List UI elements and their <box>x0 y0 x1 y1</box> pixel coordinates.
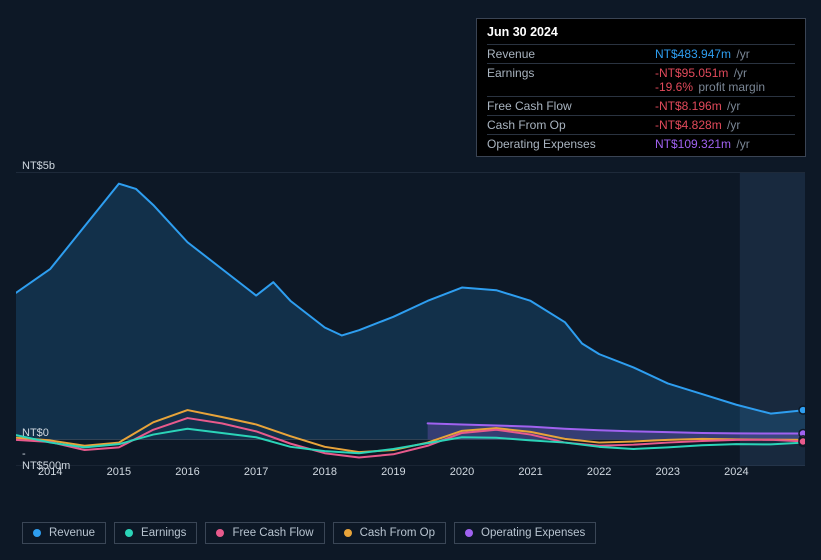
x-axis-tick: 2015 <box>107 466 131 478</box>
tooltip-row-value: NT$483.947m <box>655 47 731 61</box>
financials-chart: NT$5bNT$0-NT$500m 2014201520162017201820… <box>16 156 805 506</box>
x-axis-tick: 2018 <box>312 466 336 478</box>
tooltip-row-suffix: /yr <box>724 118 741 132</box>
tooltip-row: Revenue NT$483.947m /yr <box>487 44 795 63</box>
x-axis-tick: 2022 <box>587 466 611 478</box>
legend-item-label: Free Cash Flow <box>232 527 313 539</box>
x-axis-labels: 2014 2015 2016 2017 2018 2019 2020 2021 2022 2023… <box>16 466 805 488</box>
legend-item-cash_from_op[interactable]: Cash From Op <box>333 522 446 544</box>
x-axis-tick: 2020 <box>450 466 474 478</box>
tooltip-row-value: -NT$95.051m <box>655 66 728 80</box>
legend-item-operating_expenses[interactable]: Operating Expenses <box>454 522 596 544</box>
x-axis-tick: 2016 <box>175 466 199 478</box>
tooltip-row-label: Operating Expenses <box>487 137 596 151</box>
tooltip-row-value: -NT$4.828m <box>655 118 722 132</box>
legend-item-revenue[interactable]: Revenue <box>22 522 106 544</box>
tooltip-row-label: Revenue <box>487 47 535 61</box>
tooltip-row-label: Earnings <box>487 66 534 94</box>
revenue-end-marker <box>799 406 805 414</box>
legend-item-free_cash_flow[interactable]: Free Cash Flow <box>205 522 324 544</box>
tooltip-row: Cash From Op -NT$4.828m /yr <box>487 115 795 134</box>
free_cash_flow-end-marker <box>799 438 805 446</box>
tooltip-row-suffix: /yr <box>730 66 747 80</box>
x-axis-tick: 2017 <box>244 466 268 478</box>
tooltip-row-value: NT$109.321m <box>655 137 731 151</box>
tooltip-row-label: Free Cash Flow <box>487 99 572 113</box>
y-axis-tick: NT$5b <box>22 160 55 172</box>
legend-dot-icon <box>33 529 41 537</box>
revenue-area <box>16 184 805 440</box>
tooltip-row-label: Cash From Op <box>487 118 566 132</box>
x-axis-tick: 2024 <box>724 466 748 478</box>
chart-plot-area[interactable] <box>16 172 805 466</box>
tooltip-row: Operating Expenses NT$109.321m /yr <box>487 134 795 153</box>
tooltip-row-value: -NT$8.196m <box>655 99 722 113</box>
tooltip-row-extra-suffix: profit margin <box>695 80 765 94</box>
x-axis-tick: 2014 <box>38 466 62 478</box>
tooltip-row: Earnings -NT$95.051m /yr -19.6% profit mar… <box>487 63 795 96</box>
legend-item-label: Operating Expenses <box>481 527 585 539</box>
tooltip-row-suffix: /yr <box>733 137 750 151</box>
x-axis-tick: 2021 <box>518 466 542 478</box>
tooltip-row: Free Cash Flow -NT$8.196m /yr <box>487 96 795 115</box>
x-axis-tick: 2023 <box>656 466 680 478</box>
tooltip-date: Jun 30 2024 <box>487 25 795 39</box>
tooltip-row-suffix: /yr <box>733 47 750 61</box>
legend-dot-icon <box>216 529 224 537</box>
x-axis-tick: 2019 <box>381 466 405 478</box>
legend-dot-icon <box>344 529 352 537</box>
legend-item-label: Revenue <box>49 527 95 539</box>
legend-item-earnings[interactable]: Earnings <box>114 522 197 544</box>
legend-item-label: Earnings <box>141 527 186 539</box>
tooltip-row-extra-value: -19.6% <box>655 80 693 94</box>
tooltip-row-suffix: /yr <box>724 99 741 113</box>
legend-item-label: Cash From Op <box>360 527 435 539</box>
y-axis-labels: NT$5bNT$0-NT$500m <box>16 156 64 466</box>
legend-dot-icon <box>125 529 133 537</box>
y-axis-tick: NT$0 <box>22 427 49 439</box>
legend-dot-icon <box>465 529 473 537</box>
chart-legend: Revenue Earnings Free Cash Flow Cash From O… <box>22 522 596 544</box>
data-tooltip: Jun 30 2024 RevenueNT$483.947m /yrEarnin… <box>476 18 806 157</box>
